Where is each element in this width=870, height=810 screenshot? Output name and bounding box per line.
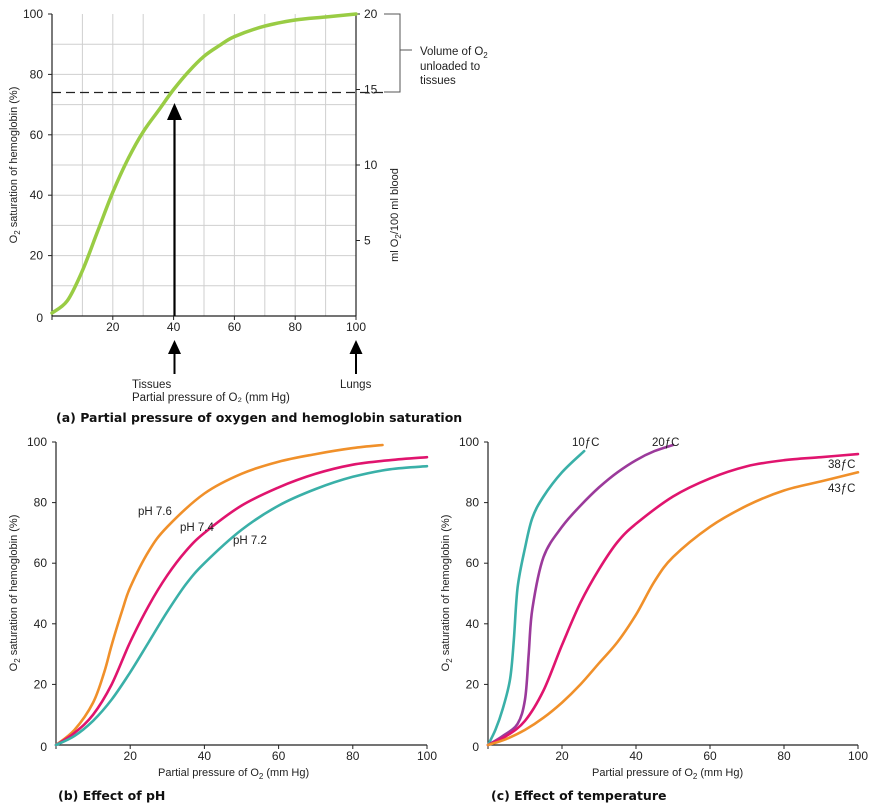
c-y-tick-label: 100 bbox=[459, 435, 479, 449]
panel-a-right-ticks: 20 15 10 5 bbox=[356, 7, 378, 248]
panel-b-series-label-ph76: pH 7.6 bbox=[138, 506, 172, 518]
panel-b-x-ticks: 0 20 40 60 80 100 bbox=[40, 740, 437, 763]
c-y-tick-label: 80 bbox=[466, 496, 480, 510]
lungs-arrow-head bbox=[349, 340, 363, 354]
panel-b-series-label-ph74: pH 7.4 bbox=[180, 522, 214, 534]
panel-a-y-axis-label: O2 saturation of hemoglobin (%) bbox=[8, 87, 22, 244]
a-y-tick-label: 60 bbox=[30, 128, 44, 142]
c-x-tick-label: 0 bbox=[472, 740, 479, 754]
panel-c-series-label-20c: 20ƒC bbox=[652, 437, 680, 449]
c-y-tick-label: 40 bbox=[466, 617, 480, 631]
bracket-label-line3: tissues bbox=[420, 75, 456, 87]
a-x-tick-label: 40 bbox=[167, 320, 181, 334]
c-curve-38-c bbox=[486, 452, 860, 747]
panel-c-caption: (c) Effect of temperature bbox=[491, 788, 666, 803]
panel-a-x-ticks: 0 20 40 60 80 100 bbox=[36, 311, 366, 334]
c-x-tick-label: 100 bbox=[848, 749, 868, 763]
panel-b-curves bbox=[54, 443, 429, 747]
a-x-tick-label: 0 bbox=[36, 311, 43, 325]
tissues-arrow-head bbox=[168, 340, 181, 354]
a-y-tick-label: 100 bbox=[23, 7, 43, 21]
volume-unloaded-bracket bbox=[384, 13, 401, 93]
a-x-tick-label: 20 bbox=[106, 320, 120, 334]
panel-c-curves bbox=[486, 443, 860, 747]
a-y-tick-label: 20 bbox=[30, 249, 44, 263]
c-x-tick-label: 20 bbox=[555, 749, 569, 763]
lungs-label: Lungs bbox=[340, 379, 372, 391]
panel-b-caption: (b) Effect of pH bbox=[58, 788, 165, 803]
c-curve-43-c bbox=[486, 471, 860, 747]
a-y-tick-label: 80 bbox=[30, 67, 44, 81]
panel-a-vertical-arrow-head bbox=[167, 103, 182, 120]
b-curve-ph-7-2 bbox=[54, 464, 429, 747]
b-y-tick-label: 80 bbox=[34, 496, 48, 510]
b-x-tick-label: 0 bbox=[40, 740, 47, 754]
panel-b: 100 80 60 40 20 0 20 40 60 80 100 pH 7.6 pH 7.4 p… bbox=[8, 435, 437, 803]
bracket-label-line2: unloaded to bbox=[420, 61, 480, 73]
panel-a-caption: (a) Partial pressure of oxygen and hemog… bbox=[56, 410, 462, 425]
panel-c-series-label-38c: 38ƒC bbox=[828, 459, 856, 471]
b-x-tick-label: 60 bbox=[272, 749, 286, 763]
c-y-tick-label: 20 bbox=[466, 677, 480, 691]
c-x-tick-label: 40 bbox=[629, 749, 643, 763]
bracket-label-line1: Volume of O2 bbox=[420, 46, 488, 60]
b-curve-ph-7-6 bbox=[54, 443, 384, 747]
b-curve-ph-7-4 bbox=[54, 455, 429, 747]
panel-a-right-tick-label: 15 bbox=[364, 83, 378, 97]
c-x-tick-label: 60 bbox=[703, 749, 717, 763]
panel-a-right-tick-label: 10 bbox=[364, 158, 378, 172]
c-curve-10-c bbox=[486, 449, 586, 747]
a-x-tick-label: 80 bbox=[289, 320, 303, 334]
panel-b-y-ticks: 100 80 60 40 20 bbox=[27, 435, 56, 691]
panel-b-x-axis-label: Partial pressure of O2 (mm Hg) bbox=[158, 767, 309, 781]
b-x-tick-label: 80 bbox=[346, 749, 360, 763]
c-y-tick-label: 60 bbox=[466, 556, 480, 570]
b-y-tick-label: 60 bbox=[34, 556, 48, 570]
panel-a-x-axis-label: Partial pressure of O₂ (mm Hg) bbox=[132, 392, 290, 404]
b-y-tick-label: 40 bbox=[34, 617, 48, 631]
a-y-tick-label: 40 bbox=[30, 188, 44, 202]
panel-a-saturation-curve bbox=[50, 12, 358, 315]
a-x-tick-label: 100 bbox=[346, 320, 366, 334]
b-x-tick-label: 20 bbox=[124, 749, 138, 763]
panel-a-right-axis-label: ml O2/100 ml blood bbox=[389, 168, 403, 262]
panel-b-y-axis-label: O2 saturation of hemoglobin (%) bbox=[8, 515, 22, 672]
b-x-tick-label: 40 bbox=[198, 749, 212, 763]
b-x-tick-label: 100 bbox=[417, 749, 437, 763]
c-curve-20-c bbox=[486, 443, 675, 747]
panel-a-right-tick-label: 20 bbox=[364, 7, 378, 21]
c-x-tick-label: 80 bbox=[777, 749, 791, 763]
panel-a-grid bbox=[52, 14, 356, 316]
a-x-tick-label: 60 bbox=[228, 320, 242, 334]
panel-c-y-axis-label: O2 saturation of hemoglobin (%) bbox=[440, 515, 454, 672]
b-y-tick-label: 20 bbox=[34, 677, 48, 691]
tissues-label: Tissues bbox=[132, 379, 171, 391]
panel-c-y-ticks: 100 80 60 40 20 bbox=[459, 435, 488, 691]
panel-c-x-axis-label: Partial pressure of O2 (mm Hg) bbox=[592, 767, 743, 781]
panel-c-series-label-43c: 43ƒC bbox=[828, 483, 856, 495]
panel-a-right-tick-label: 5 bbox=[364, 234, 371, 248]
panel-a-y-ticks: 100 80 60 40 20 bbox=[23, 7, 52, 263]
b-y-tick-label: 100 bbox=[27, 435, 47, 449]
panel-a: 100 80 60 40 20 0 20 40 60 80 100 20 15 10 5 Tissues… bbox=[8, 7, 488, 425]
panel-b-series-label-ph72: pH 7.2 bbox=[233, 535, 267, 547]
panel-c-series-label-10c: 10ƒC bbox=[572, 437, 600, 449]
panel-c-x-ticks: 0 20 40 60 80 100 bbox=[472, 740, 868, 763]
